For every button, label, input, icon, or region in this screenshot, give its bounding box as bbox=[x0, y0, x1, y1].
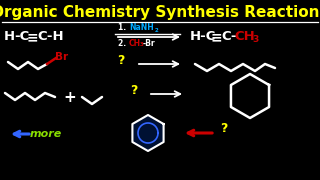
Text: C-H: C-H bbox=[37, 30, 64, 44]
Text: 3: 3 bbox=[252, 35, 258, 44]
Text: Br: Br bbox=[55, 52, 68, 62]
Text: 1.: 1. bbox=[118, 24, 129, 33]
Text: ?: ? bbox=[117, 53, 125, 66]
Text: NaNH: NaNH bbox=[129, 24, 154, 33]
Text: ≡: ≡ bbox=[211, 30, 223, 44]
Text: ≡: ≡ bbox=[27, 30, 39, 44]
Text: CH: CH bbox=[129, 39, 141, 48]
Text: +: + bbox=[64, 89, 76, 105]
Text: H-C: H-C bbox=[190, 30, 216, 44]
Text: 3: 3 bbox=[140, 42, 144, 48]
Text: C-: C- bbox=[221, 30, 236, 44]
Polygon shape bbox=[132, 115, 164, 151]
Text: more: more bbox=[30, 129, 62, 139]
Text: 2.: 2. bbox=[118, 39, 129, 48]
Text: -C: -C bbox=[14, 30, 29, 44]
Text: 2: 2 bbox=[155, 28, 159, 33]
Text: ?: ? bbox=[220, 122, 228, 134]
Text: CH: CH bbox=[234, 30, 255, 44]
Text: H: H bbox=[4, 30, 15, 44]
Text: ?: ? bbox=[130, 84, 138, 96]
Text: Organic Chemistry Synthesis Reactions: Organic Chemistry Synthesis Reactions bbox=[0, 5, 320, 20]
Text: -Br: -Br bbox=[143, 39, 156, 48]
